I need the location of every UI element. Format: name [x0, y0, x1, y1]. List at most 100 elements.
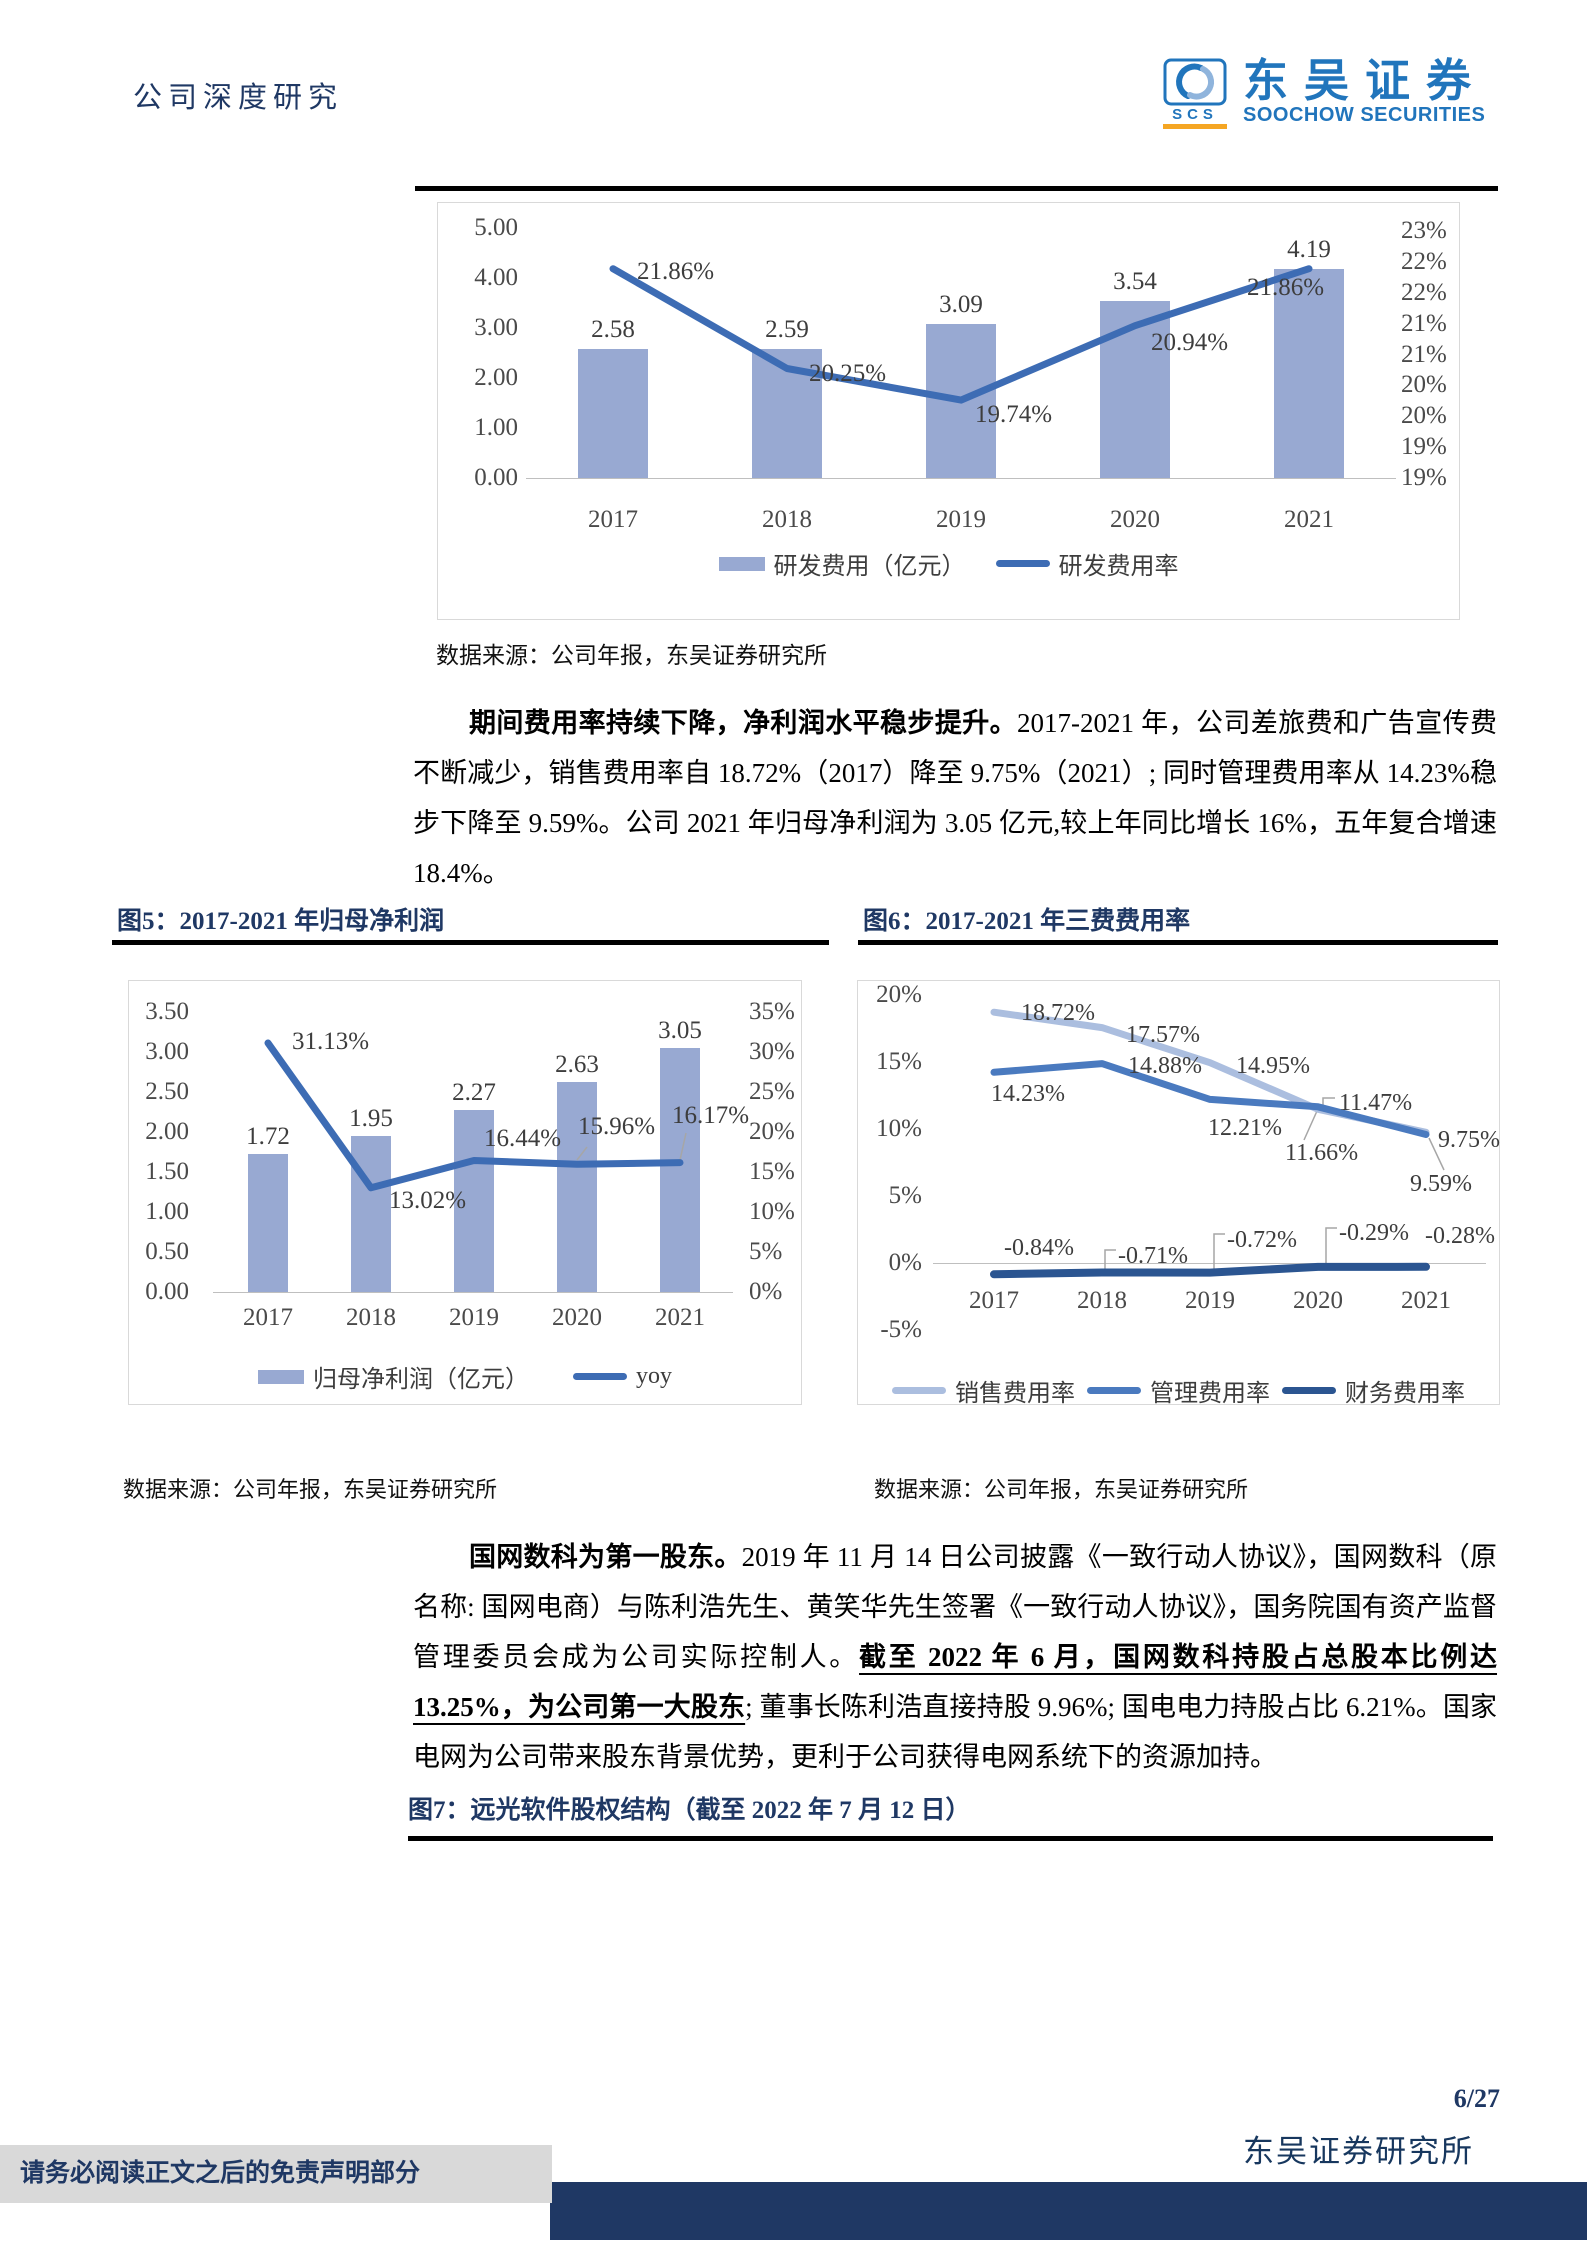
axis-tick-right: 20% — [749, 1118, 795, 1145]
legend-item: 销售费用率 — [892, 1373, 1075, 1408]
chart-legend: 研发费用（亿元） 研发费用率 — [438, 546, 1459, 581]
line-value-label: 21.86% — [637, 258, 715, 285]
top-chart-rule — [415, 186, 1498, 191]
logo-wordmark: 东吴证券 SOOCHOW SECURITIES — [1243, 55, 1488, 127]
figure6-source: 数据来源：公司年报，东吴证券研究所 — [874, 1477, 1249, 1502]
legend-label: 归母净利润（亿元） — [313, 1367, 529, 1393]
paragraph-1-body: 2017-2021 年，公司差旅费和广告宣传费不断减少，销售费用率自 18.72… — [413, 708, 1497, 888]
paragraph-2: 国网数科为第一股东。2019 年 11 月 14 日公司披露《一致行动人协议》，… — [413, 1532, 1497, 1782]
axis-tick-right: 19% — [1401, 433, 1447, 461]
line-value-label: 31.13% — [292, 1028, 370, 1055]
axis-tick-right: 10% — [749, 1198, 795, 1225]
footer-navy-bar — [550, 2182, 1587, 2240]
line-value-label: -0.28% — [1425, 1223, 1495, 1249]
axis-tick-right: 15% — [749, 1158, 795, 1185]
expense-ratio-chart: 20% 15% 10% 5% 0% -5% 18.72% 17.57% 14.95% 11.47%… — [857, 980, 1500, 1408]
line-value-label: 20.94% — [1151, 329, 1229, 356]
chart-legend: 销售费用率 管理费用率 财务费用率 — [858, 1373, 1499, 1408]
legend-label: 管理费用率 — [1150, 1381, 1270, 1407]
x-axis-label: 2018 — [762, 506, 812, 533]
x-axis-label: 2021 — [1284, 506, 1334, 533]
axis-tick-right: 19% — [1401, 464, 1447, 491]
line-value-label: 9.75% — [1438, 1127, 1500, 1153]
brand-name-en: SOOCHOW SECURITIES — [1243, 104, 1486, 126]
x-axis-label: 2018 — [346, 1304, 396, 1331]
bar-value-label: 2.58 — [591, 316, 635, 343]
axis-tick-left: 20% — [876, 981, 922, 1008]
footer-institute: 东吴证券研究所 — [1243, 2134, 1474, 2169]
line-value-label: 11.47% — [1339, 1090, 1413, 1116]
axis-tick-left: 1.00 — [474, 414, 518, 441]
figure6-title: 图6：2017-2021 年三费费用率 — [863, 908, 1191, 935]
x-axis-label: 2020 — [1293, 1287, 1343, 1314]
axis-baseline — [933, 1263, 1486, 1264]
bar-value-label: 3.05 — [658, 1017, 702, 1044]
axis-tick-right: 22% — [1401, 247, 1447, 275]
legend-item: 研发费用率 — [995, 546, 1179, 581]
footer-disclaimer: 请务必阅读正文之后的免责声明部分 — [0, 2145, 552, 2203]
line-value-label: 18.72% — [1021, 1000, 1095, 1026]
logo-mark: SCS — [1163, 58, 1227, 129]
paragraph-2-body1: 2019 年 11 月 14 日公司披露《一致行动人协议》，国网数科（原名称: … — [413, 1542, 1498, 1672]
axis-tick-left: -5% — [880, 1316, 922, 1343]
axis-tick-left: 0% — [888, 1249, 922, 1276]
axis-tick-right: 22% — [1401, 278, 1447, 306]
line-value-label: 12.21% — [1208, 1115, 1282, 1141]
line-value-label: 14.23% — [991, 1081, 1065, 1107]
axis-tick-left: 1.50 — [145, 1158, 189, 1185]
figure5-title: 图5：2017-2021 年归母净利润 — [117, 908, 445, 935]
legend-item: 归母净利润（亿元） — [258, 1359, 529, 1394]
axis-tick-left: 0.00 — [145, 1278, 189, 1305]
axis-tick-left: 3.00 — [474, 314, 518, 341]
footer-page-number: 6/27 — [1453, 2084, 1500, 2113]
legend-swatch-line — [995, 560, 1050, 567]
line-value-label: 20.25% — [809, 360, 887, 387]
legend-swatch-bar — [718, 556, 765, 571]
x-axis-label: 2019 — [1185, 1287, 1235, 1314]
axis-tick-right: 21% — [1401, 309, 1447, 337]
line-value-label: -0.29% — [1339, 1220, 1409, 1246]
x-axis-label: 2018 — [1077, 1287, 1127, 1314]
logo-underline — [1163, 124, 1227, 129]
chart-legend: 归母净利润（亿元） yoy — [129, 1359, 801, 1394]
x-axis-label: 2020 — [552, 1304, 602, 1331]
paragraph-2-emphasis: 截至 2022 年 6 月，国网数科持股占总股本比例达 13.25%，为公司第一… — [413, 1642, 1498, 1722]
brand-name-cn: 东吴证券 — [1243, 55, 1488, 106]
paragraph-1: 期间费用率持续下降，净利润水平稳步提升。2017-2021 年，公司差旅费和广告… — [413, 698, 1497, 898]
soochow-logo: SCS 东吴证券 SOOCHOW SECURITIES — [1163, 58, 1487, 129]
line-value-label: 15.96% — [578, 1113, 656, 1140]
line-value-label: 16.17% — [672, 1102, 750, 1129]
legend-swatch-line — [1282, 1387, 1336, 1394]
line-value-label: 14.88% — [1128, 1053, 1202, 1079]
line-value-label: 21.86% — [1247, 274, 1325, 301]
figure6-rule — [858, 940, 1498, 945]
paragraph-1-lead: 期间费用率持续下降，净利润水平稳步提升。 — [469, 708, 1018, 738]
paragraph-2-body2: ; 董事长陈利浩直接持股 9.96%; 国电电力持股占比 6.21%。国家电网为… — [413, 1692, 1498, 1772]
bar-2017 — [248, 1154, 288, 1292]
axis-tick-left: 5.00 — [474, 214, 518, 241]
axis-tick-right: 20% — [1401, 371, 1447, 399]
axis-tick-left: 5% — [888, 1182, 922, 1209]
axis-tick-left: 3.50 — [145, 998, 189, 1025]
legend-swatch-line — [892, 1387, 946, 1394]
x-axis-label: 2021 — [655, 1304, 705, 1331]
legend-label: 研发费用率 — [1058, 554, 1179, 580]
line-value-label: 17.57% — [1126, 1022, 1200, 1048]
line-value-label: 16.44% — [484, 1125, 562, 1152]
x-axis-label: 2020 — [1110, 506, 1160, 533]
legend-swatch-line — [573, 1373, 627, 1380]
bar-value-label: 4.19 — [1287, 235, 1331, 263]
legend-label: yoy — [636, 1363, 672, 1389]
axis-tick-left: 3.00 — [145, 1038, 189, 1065]
x-axis-label: 2017 — [588, 506, 638, 533]
bar-2018 — [351, 1136, 391, 1292]
axis-baseline — [213, 1292, 733, 1293]
axis-baseline — [526, 478, 1396, 479]
legend-label: 财务费用率 — [1345, 1381, 1465, 1407]
legend-swatch-bar — [258, 1369, 304, 1384]
figure7-rule — [408, 1836, 1493, 1841]
rd-expense-chart: 5.00 4.00 3.00 2.00 1.00 0.00 23% 22% 22% 21% 21% 2… — [437, 202, 1460, 620]
legend-item: yoy — [573, 1363, 672, 1390]
x-axis-label: 2019 — [936, 506, 986, 533]
